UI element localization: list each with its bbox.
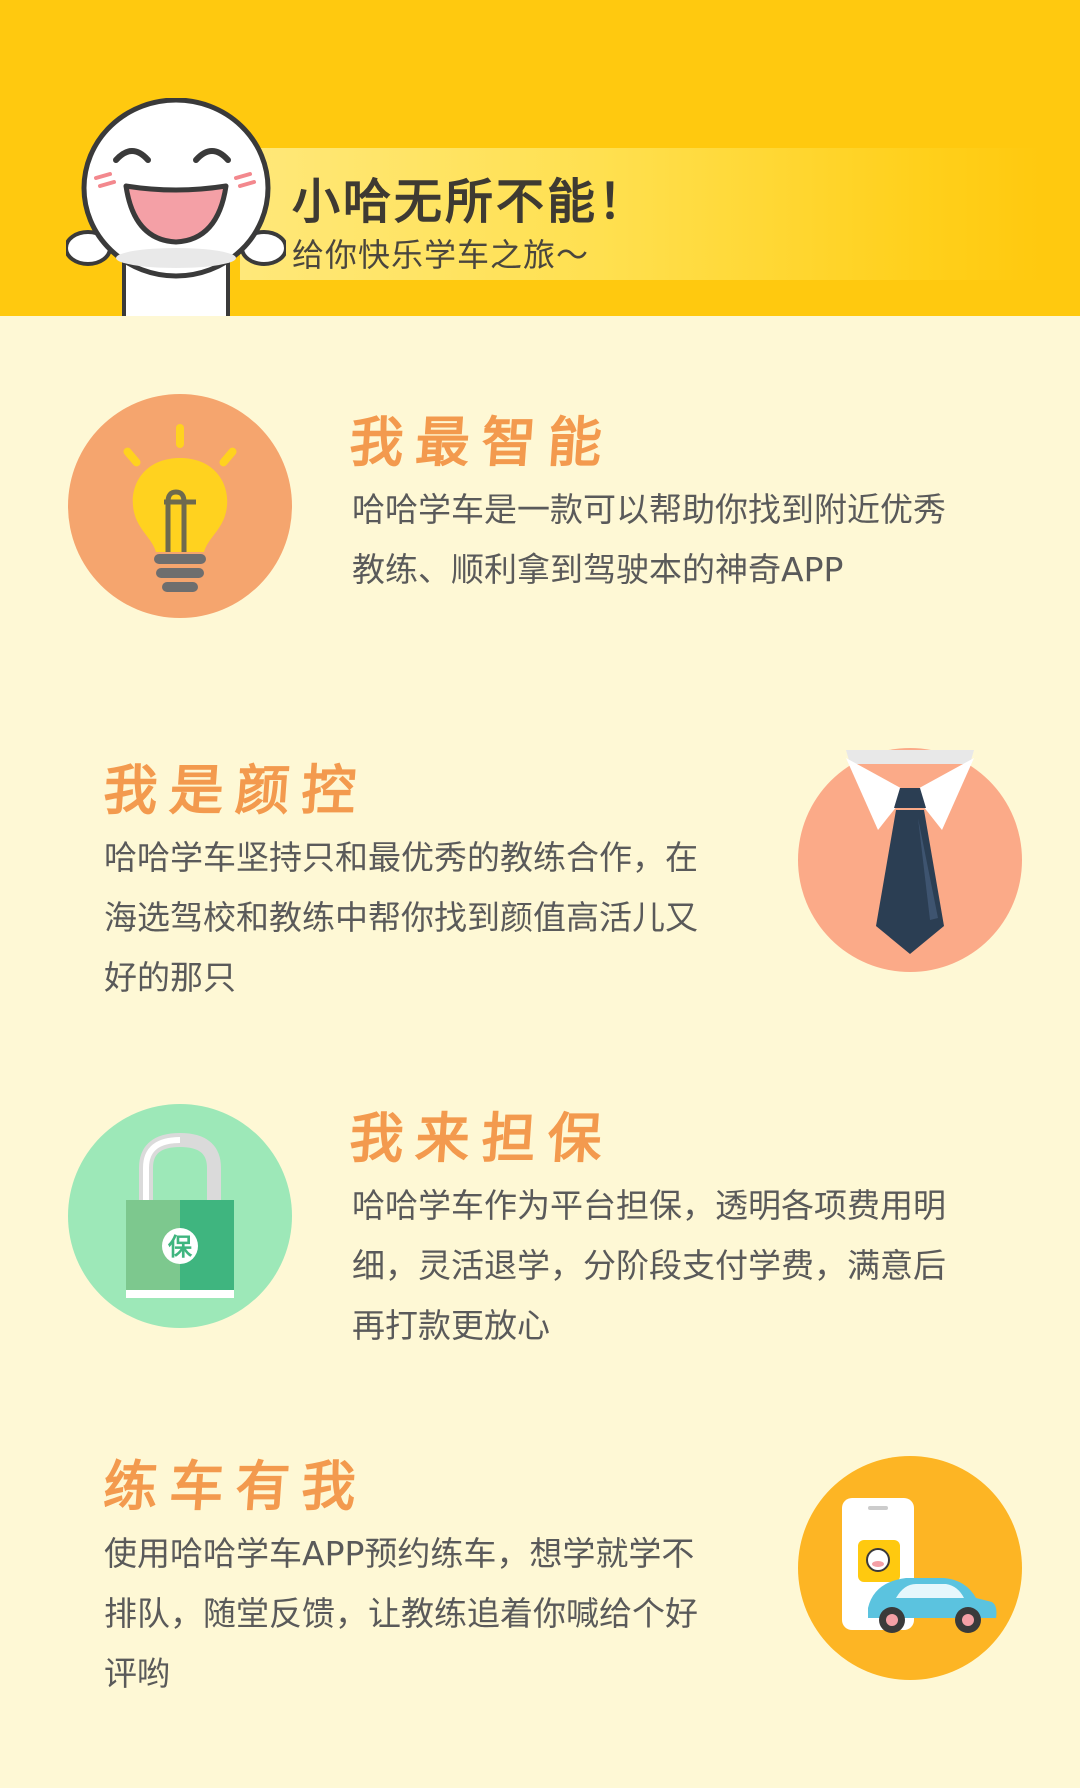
feature-desc-guarantee: 哈哈学车作为平台担保，透明各项费用明 细，灵活退学，分阶段支付学费，满意后 再打… xyxy=(352,1176,946,1356)
desc-line: 再打款更放心 xyxy=(352,1306,550,1345)
banner-subtitle: 给你快乐学车之旅～ xyxy=(292,236,590,274)
banner-title: 小哈无所不能！ xyxy=(292,174,650,230)
mascot-icon xyxy=(66,98,286,316)
feature-title-guarantee: 我来担保 xyxy=(347,1107,616,1170)
banner-strip xyxy=(240,148,1040,280)
feature-title-practice: 练车有我 xyxy=(101,1455,370,1518)
lightbulb-icon xyxy=(68,394,292,618)
desc-line: 细，灵活退学，分阶段支付学费，满意后 xyxy=(352,1246,946,1285)
desc-line: 教练、顺利拿到驾驶本的神奇APP xyxy=(352,550,844,589)
desc-line: 排队，随堂反馈，让教练追着你喊给个好 xyxy=(104,1594,698,1633)
header-banner: 小哈无所不能！ 给你快乐学车之旅～ xyxy=(0,0,1080,316)
feature-desc-looks: 哈哈学车坚持只和最优秀的教练合作，在 海选驾校和教练中帮你找到颜值高活儿又 好的… xyxy=(104,828,698,1008)
desc-line: 评哟 xyxy=(104,1654,170,1693)
desc-line: 哈哈学车作为平台担保，透明各项费用明 xyxy=(352,1186,946,1225)
padlock-icon: 保 xyxy=(68,1104,292,1328)
feature-title-smart: 我最智能 xyxy=(347,411,616,474)
feature-desc-practice: 使用哈哈学车APP预约练车，想学就学不 排队，随堂反馈，让教练追着你喊给个好 评… xyxy=(104,1524,698,1704)
desc-line: 使用哈哈学车APP预约练车，想学就学不 xyxy=(104,1534,695,1573)
padlock-label: 保 xyxy=(167,1233,193,1261)
desc-line: 好的那只 xyxy=(104,958,236,997)
desc-line: 海选驾校和教练中帮你找到颜值高活儿又 xyxy=(104,898,698,937)
desc-line: 哈哈学车是一款可以帮助你找到附近优秀 xyxy=(352,490,946,529)
feature-title-looks: 我是颜控 xyxy=(101,759,370,822)
necktie-icon xyxy=(798,748,1022,972)
phone-car-icon xyxy=(798,1456,1022,1680)
desc-line: 哈哈学车坚持只和最优秀的教练合作，在 xyxy=(104,838,698,877)
feature-desc-smart: 哈哈学车是一款可以帮助你找到附近优秀 教练、顺利拿到驾驶本的神奇APP xyxy=(352,480,946,600)
